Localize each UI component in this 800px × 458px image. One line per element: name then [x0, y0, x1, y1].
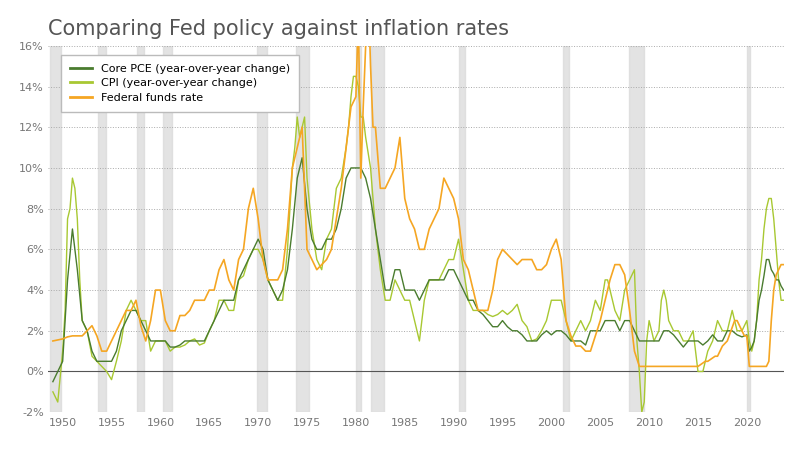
Bar — [356, 46, 361, 412]
Bar — [563, 46, 570, 412]
Bar — [629, 46, 644, 412]
Bar — [258, 46, 267, 412]
Bar — [50, 46, 61, 412]
Bar — [370, 46, 383, 412]
Bar — [459, 46, 465, 412]
Text: Comparing Fed policy against inflation rates: Comparing Fed policy against inflation r… — [48, 19, 509, 38]
Bar — [747, 46, 750, 412]
Bar — [297, 46, 309, 412]
Legend: Core PCE (year-over-year change), CPI (year-over-year change), Federal funds rat: Core PCE (year-over-year change), CPI (y… — [61, 55, 299, 112]
Bar — [163, 46, 172, 412]
Bar — [98, 46, 106, 412]
Bar — [137, 46, 144, 412]
